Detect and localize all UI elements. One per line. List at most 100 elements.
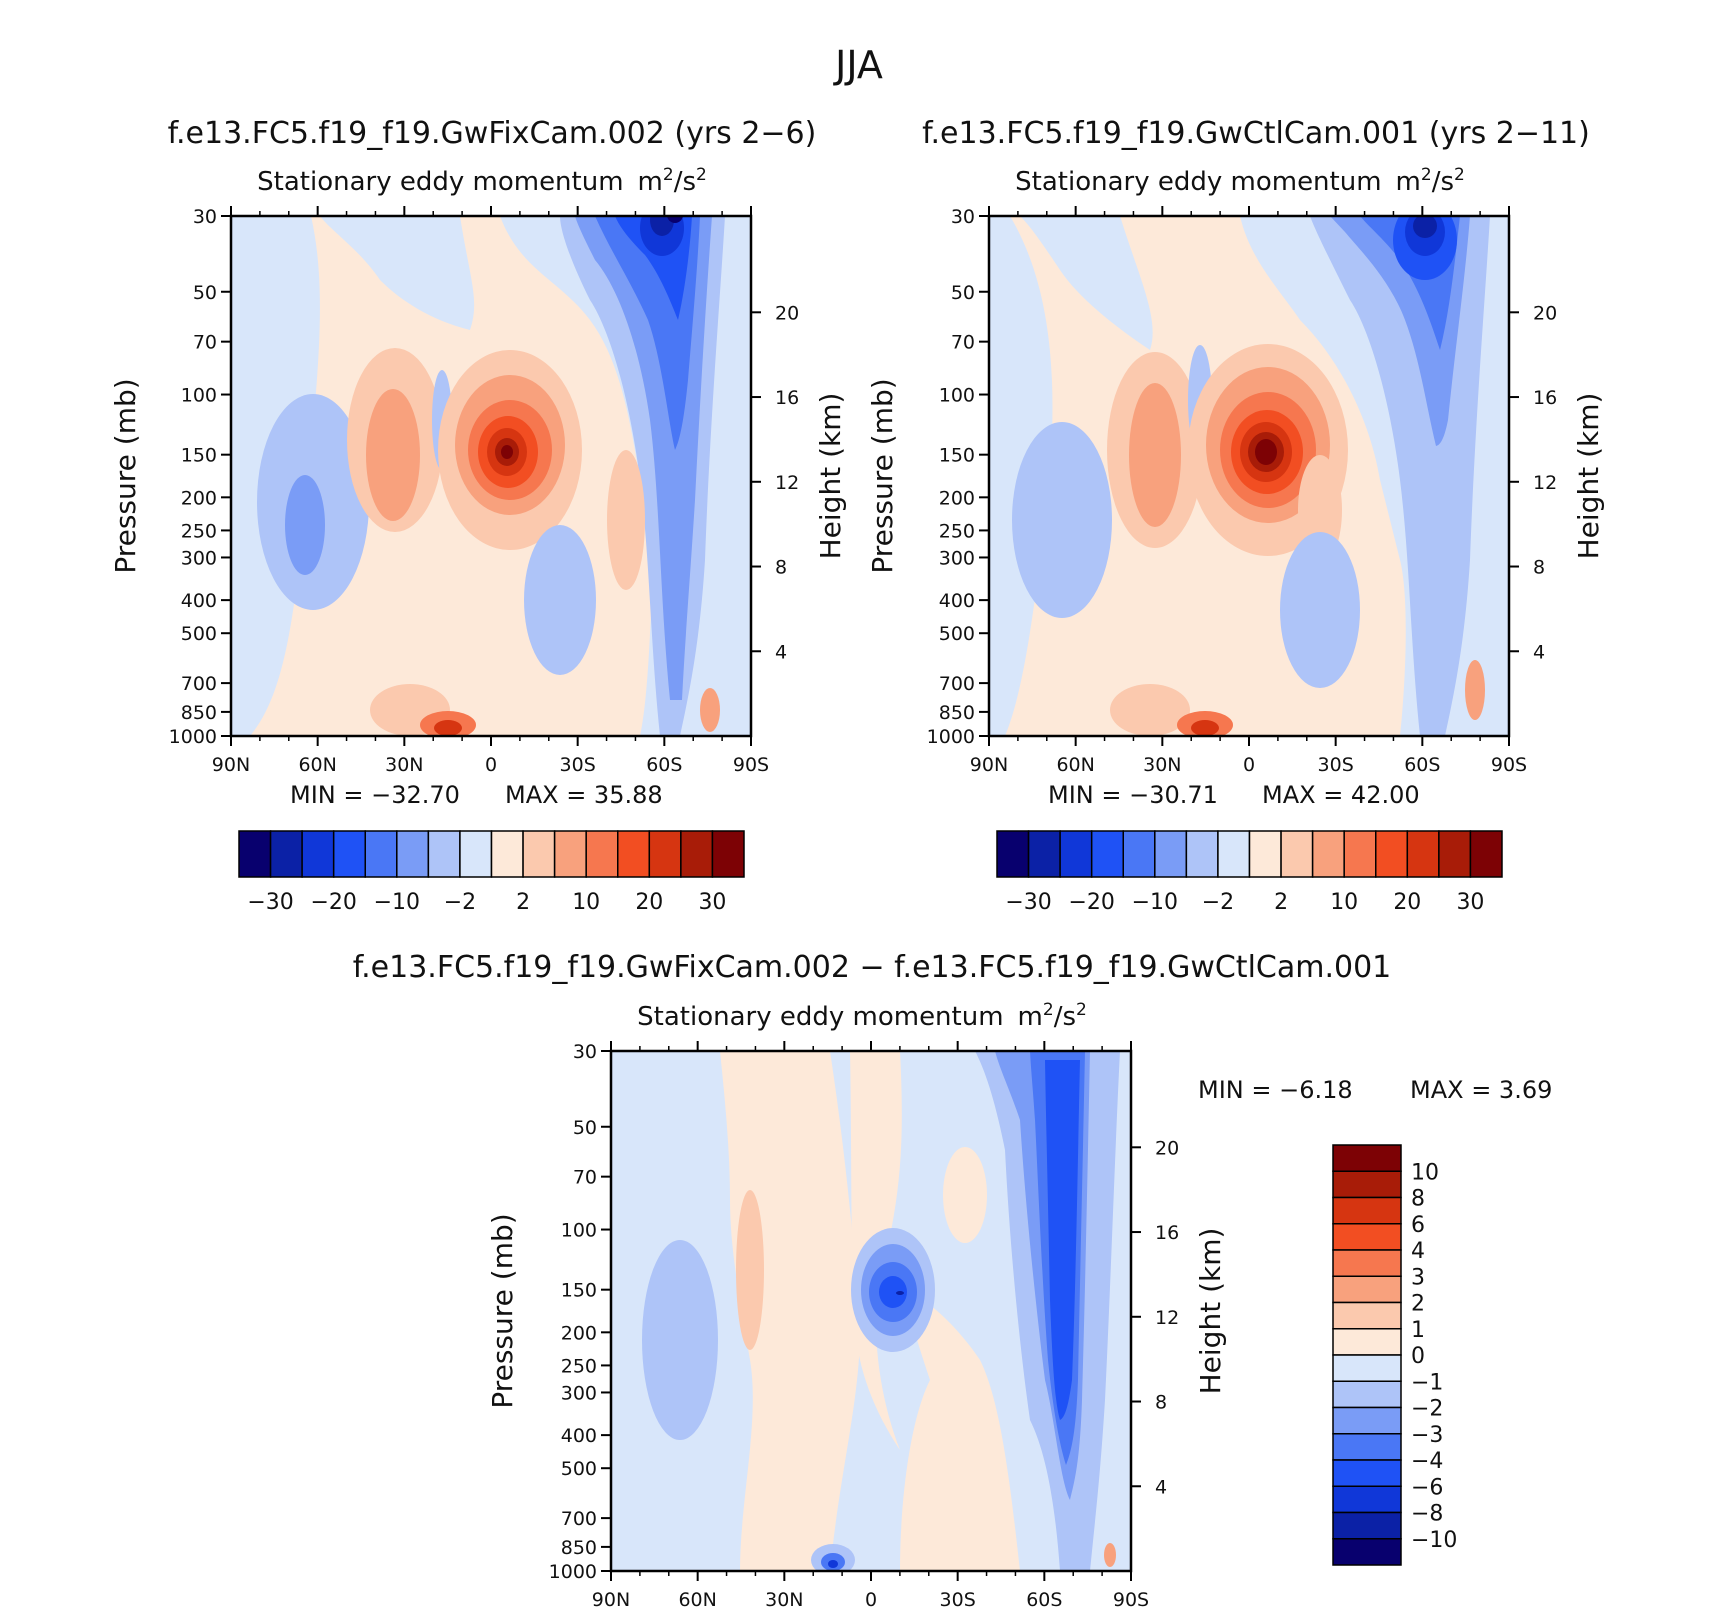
colorbar-label: 2 xyxy=(1274,890,1288,915)
p-tick-label: 1000 xyxy=(549,1561,597,1583)
x-tick-label: 90N xyxy=(592,1589,630,1611)
contour-field-ctl xyxy=(989,216,1509,736)
axes-diff: 90N 60N 30N 0 30S 60S 90S 30 50 70 100 150 200 250 300… xyxy=(549,1041,1179,1611)
colorbar-swatch xyxy=(1332,1275,1402,1304)
colorbar-swatch xyxy=(1332,1406,1402,1435)
sh-surface-orange xyxy=(1465,660,1485,720)
colorbar-swatch xyxy=(301,830,335,878)
colorbar-swatch xyxy=(1332,1485,1402,1514)
colorbar-swatch xyxy=(1154,830,1188,878)
colorbar-swatch xyxy=(996,830,1030,878)
colorbar-label: −3 xyxy=(1411,1423,1443,1448)
p-tick-label: 50 xyxy=(193,282,217,304)
colorbar-swatch xyxy=(1217,830,1251,878)
colorbar-swatch xyxy=(1469,830,1503,878)
p-tick-label: 100 xyxy=(939,385,975,407)
colorbar-swatch xyxy=(1248,830,1282,878)
colorbar-swatch xyxy=(459,830,493,878)
p-tick-label: 400 xyxy=(939,590,975,612)
x-tick-label: 0 xyxy=(865,1589,877,1611)
case-title-diff: f.e13.FC5.f19_f19.GwFixCam.002 − f.e13.F… xyxy=(353,950,1392,985)
x-tick-label: 90S xyxy=(1113,1589,1149,1611)
surface-blue-3 xyxy=(828,1560,838,1568)
colorbar-label: −2 xyxy=(1202,890,1234,915)
x-tick-label: 90N xyxy=(970,754,1008,776)
colorbar-ctl: −30 −20 −10 −2 2 10 20 30 xyxy=(996,830,1503,915)
colorbar-swatch xyxy=(1332,1459,1402,1487)
panel-diff: f.e13.FC5.f19_f19.GwFixCam.002 − f.e13.F… xyxy=(353,950,1553,1611)
x-tick-label: 60N xyxy=(298,754,336,776)
p-tick-label: 200 xyxy=(939,487,975,509)
surface-orange-3 xyxy=(1191,720,1219,736)
p-tick-label: 70 xyxy=(951,332,975,354)
x-tick-label: 90N xyxy=(212,754,250,776)
colorbar-label: −1 xyxy=(1411,1370,1443,1395)
colorbar-swatch xyxy=(1332,1144,1402,1172)
nh-orange-streak xyxy=(736,1190,764,1350)
axes-ctl: 90N 60N 30N 0 30S 60S 90S 30 50 70 100 150 200 250 300… xyxy=(927,206,1557,776)
min-label-diff: MIN = −6.18 xyxy=(1198,1076,1353,1104)
p-tick-label: 700 xyxy=(561,1508,597,1530)
colorbar-swatch xyxy=(396,830,430,878)
x-tick-label: 0 xyxy=(1243,754,1255,776)
max-core xyxy=(1255,439,1277,465)
colorbar-label: −10 xyxy=(1411,1528,1457,1553)
p-tick-label: 50 xyxy=(573,1117,597,1139)
x-tick-label: 60N xyxy=(1056,754,1094,776)
colorbar-label: 6 xyxy=(1411,1213,1425,1238)
colorbar-swatch xyxy=(1332,1223,1402,1251)
colorbar-swatch xyxy=(553,830,587,878)
colorbar-label: 4 xyxy=(1411,1239,1425,1264)
h-tick-label: 16 xyxy=(1155,1222,1179,1244)
p-tick-label: 100 xyxy=(561,1220,597,1242)
colorbar-swatch xyxy=(1280,830,1314,878)
p-tick-label: 850 xyxy=(181,702,217,724)
colorbar-label: 20 xyxy=(1393,890,1421,915)
colorbar-swatch xyxy=(1375,830,1409,878)
h-tick-label: 20 xyxy=(1533,302,1557,324)
colorbar-label: 30 xyxy=(698,890,726,915)
p-tick-label: 300 xyxy=(939,547,975,569)
p-tick-label: 250 xyxy=(939,520,975,542)
h-tick-label: 20 xyxy=(775,302,799,324)
p-tick-label: 150 xyxy=(181,445,217,467)
colorbar-label: −2 xyxy=(1411,1397,1443,1422)
positive-region-sh xyxy=(900,1290,1020,1571)
colorbar-label: 10 xyxy=(1330,890,1358,915)
p-tick-label: 300 xyxy=(181,547,217,569)
h-tick-label: 8 xyxy=(775,557,787,579)
p-tick-label: 70 xyxy=(573,1167,597,1189)
colorbar-label: 2 xyxy=(516,890,530,915)
p-tick-label: 50 xyxy=(951,282,975,304)
sh-blue-band-core xyxy=(1045,1060,1080,1420)
colorbar-swatch xyxy=(1332,1196,1402,1225)
x-tick-label: 60S xyxy=(646,754,682,776)
max-label-diff: MAX = 3.69 xyxy=(1410,1076,1552,1104)
colorbar-swatch xyxy=(1311,830,1345,878)
p-tick-label: 30 xyxy=(193,206,217,228)
nh-blue-lobe xyxy=(1012,422,1112,618)
p-tick-label: 700 xyxy=(181,673,217,695)
colorbar-label: −2 xyxy=(444,890,476,915)
colorbar-swatch xyxy=(585,830,619,878)
x-tick-label: 90S xyxy=(1491,754,1527,776)
colorbar-swatch xyxy=(269,830,303,878)
surface-orange-3 xyxy=(434,720,462,736)
colorbar-swatch xyxy=(1332,1538,1402,1566)
y-label-ctl: Pressure (mb) xyxy=(866,378,899,573)
h-tick-label: 8 xyxy=(1533,557,1545,579)
sh-upper-orange xyxy=(943,1147,987,1243)
p-tick-label: 70 xyxy=(193,332,217,354)
colorbar-swatch xyxy=(238,830,272,878)
p-tick-label: 1000 xyxy=(927,726,975,748)
x-tick-label: 60S xyxy=(1404,754,1440,776)
nh-orange-lobe-inner xyxy=(1129,383,1181,527)
max-core xyxy=(501,445,513,459)
colorbar-swatch xyxy=(1438,830,1472,878)
colorbar-swatch xyxy=(1332,1433,1402,1461)
p-tick-label: 850 xyxy=(561,1537,597,1559)
colorbar-label: −20 xyxy=(310,890,356,915)
colorbar-swatch xyxy=(711,830,745,878)
colorbar-label: 10 xyxy=(572,890,600,915)
